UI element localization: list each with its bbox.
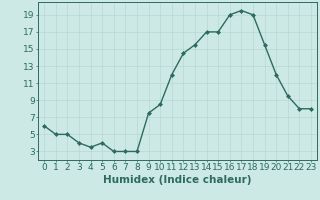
- X-axis label: Humidex (Indice chaleur): Humidex (Indice chaleur): [103, 175, 252, 185]
